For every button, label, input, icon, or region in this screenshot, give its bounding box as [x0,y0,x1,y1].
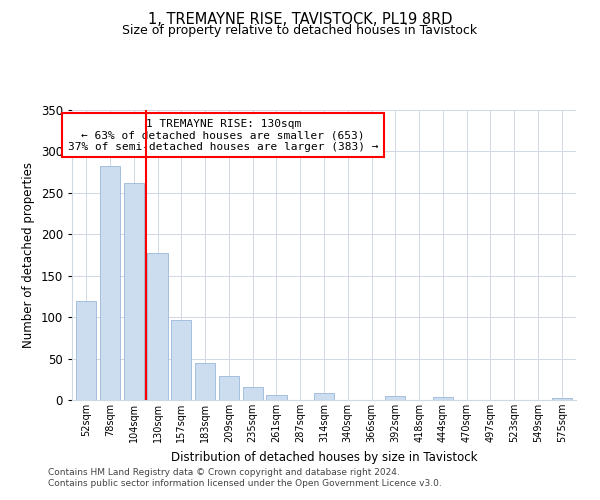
Text: 1, TREMAYNE RISE, TAVISTOCK, PL19 8RD: 1, TREMAYNE RISE, TAVISTOCK, PL19 8RD [148,12,452,28]
Bar [551,398,572,400]
Bar [100,166,120,400]
Bar [433,396,453,400]
Bar [266,395,287,400]
Bar [242,386,263,400]
Y-axis label: Number of detached properties: Number of detached properties [22,162,35,348]
Bar [195,362,215,400]
Bar [76,300,97,400]
Text: Contains HM Land Registry data © Crown copyright and database right 2024.
Contai: Contains HM Land Registry data © Crown c… [48,468,442,487]
Bar [148,252,167,400]
Text: Size of property relative to detached houses in Tavistock: Size of property relative to detached ho… [122,24,478,37]
Bar [124,183,144,400]
Bar [314,392,334,400]
Bar [219,376,239,400]
X-axis label: Distribution of detached houses by size in Tavistock: Distribution of detached houses by size … [171,450,477,464]
Text: 1 TREMAYNE RISE: 130sqm
← 63% of detached houses are smaller (653)
37% of semi-d: 1 TREMAYNE RISE: 130sqm ← 63% of detache… [68,118,379,152]
Bar [385,396,406,400]
Bar [171,320,191,400]
